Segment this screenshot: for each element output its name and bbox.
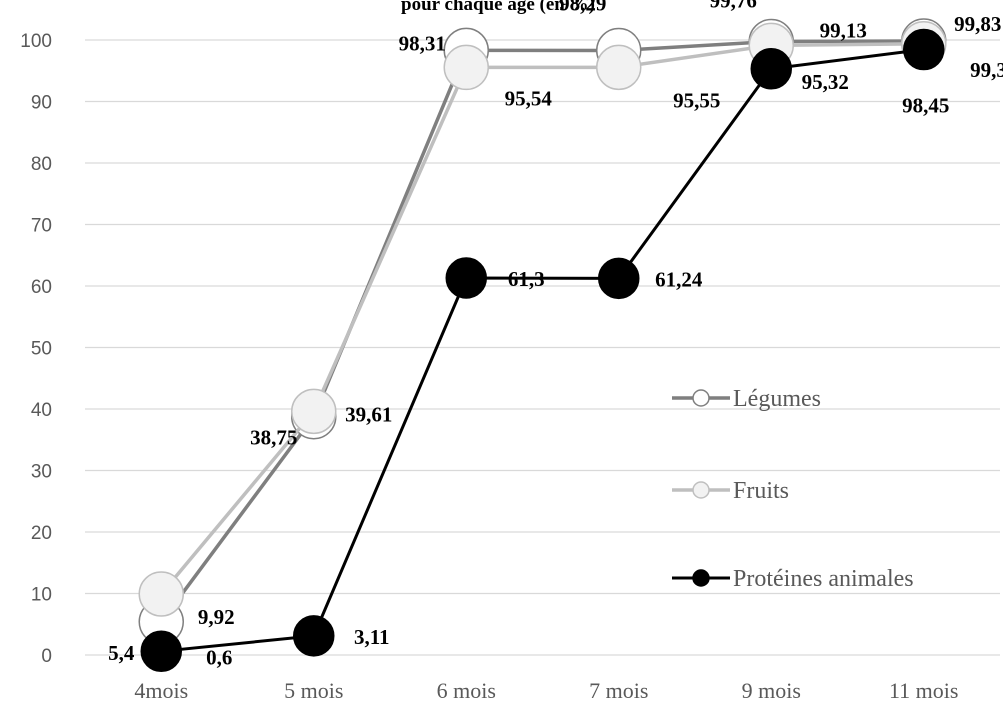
- y-tick-label: 60: [31, 277, 52, 298]
- series-line: [161, 48, 924, 653]
- legend-label: Légumes: [733, 386, 821, 412]
- y-tick-label: 30: [31, 462, 52, 483]
- data-point: [750, 48, 792, 90]
- y-tick-label: 70: [31, 216, 52, 237]
- series-0: [138, 18, 947, 645]
- legend-item: Légumes: [672, 386, 821, 412]
- x-tick-label: 9 mois: [742, 678, 801, 703]
- data-point: [596, 44, 642, 91]
- legend-swatch-marker: [692, 481, 710, 499]
- x-tick-label: 4mois: [134, 678, 188, 703]
- data-point: [291, 388, 337, 435]
- data-label: 99,76: [710, 0, 757, 12]
- x-tick-label: 5 mois: [284, 678, 343, 703]
- data-label: 61,3: [508, 267, 545, 291]
- data-point: [293, 615, 335, 657]
- data-label: 38,75: [250, 426, 297, 450]
- y-tick-label: 50: [31, 339, 52, 360]
- series-2: [140, 28, 945, 673]
- legend-item: Protéines animales: [672, 566, 914, 592]
- y-tick-label: 20: [31, 523, 52, 544]
- data-point: [140, 630, 182, 673]
- data-point: [443, 44, 489, 91]
- data-label: 61,24: [655, 267, 703, 291]
- data-label: 5,4: [108, 641, 135, 665]
- data-label: 95,54: [505, 86, 553, 110]
- y-tick-label: 80: [31, 154, 52, 175]
- x-tick-label: 11 mois: [889, 678, 958, 703]
- data-point: [903, 28, 945, 71]
- data-label: 98,29: [559, 0, 606, 16]
- chart-title: pour chaque âge (en %): [401, 0, 595, 15]
- y-tick-label: 90: [31, 93, 52, 114]
- y-tick-label: 100: [20, 31, 52, 52]
- legend-item: Fruits: [672, 478, 789, 504]
- y-tick-label: 40: [31, 400, 52, 421]
- series-line: [159, 42, 924, 596]
- y-tick-label: 0: [41, 646, 52, 667]
- legend-swatch-marker: [692, 389, 710, 407]
- legend-swatch-marker: [692, 569, 710, 587]
- data-point: [598, 257, 640, 300]
- data-label: 0,6: [206, 645, 232, 669]
- data-label: 98,31: [399, 31, 446, 55]
- series-1: [138, 21, 947, 617]
- data-label: 99,39: [970, 58, 1003, 82]
- series-line: [159, 39, 924, 623]
- legend-label: Protéines animales: [733, 566, 914, 592]
- data-label: 99,13: [820, 18, 867, 42]
- data-label: 98,45: [902, 94, 949, 118]
- x-tick-label: 7 mois: [589, 678, 648, 703]
- data-label: 95,55: [673, 88, 720, 112]
- data-point: [445, 257, 487, 299]
- x-tick-label: 6 mois: [437, 678, 496, 703]
- legend-label: Fruits: [733, 478, 789, 504]
- data-label: 9,92: [198, 605, 235, 629]
- y-tick-label: 10: [31, 585, 52, 606]
- data-label: 39,61: [345, 402, 392, 426]
- data-label: 3,11: [354, 625, 390, 649]
- data-label: 99,83: [954, 12, 1001, 36]
- data-point: [138, 571, 184, 617]
- data-label: 95,32: [802, 70, 849, 94]
